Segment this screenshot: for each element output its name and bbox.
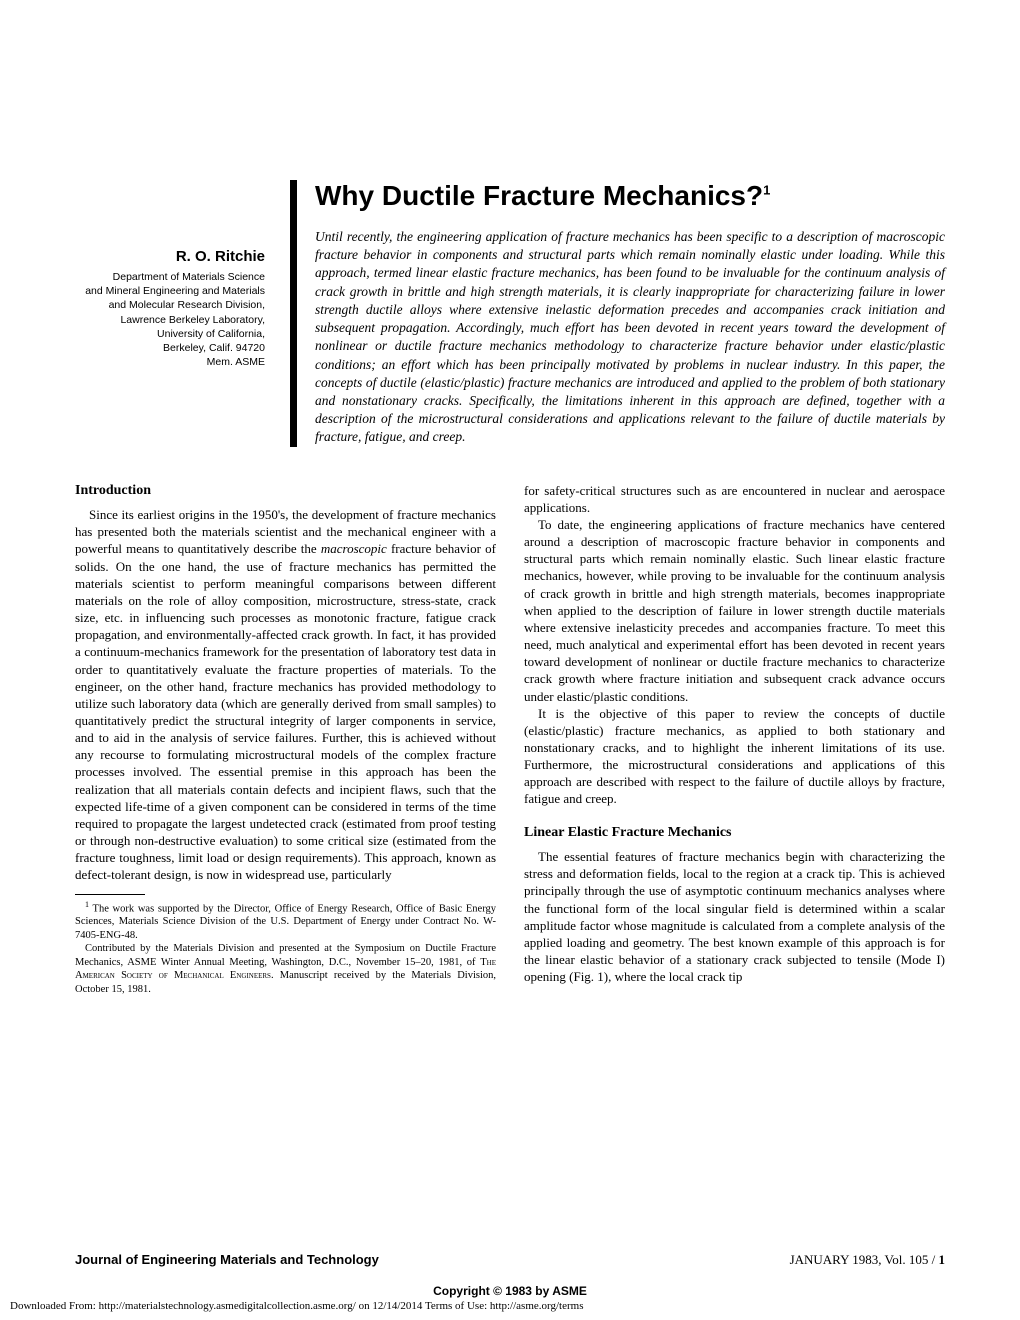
abstract: Until recently, the engineering applicat… — [315, 228, 945, 447]
journal-name: Journal of Engineering Materials and Tec… — [75, 1252, 379, 1268]
title-abstract-block: Why Ductile Fracture Mechanics?1 Until r… — [315, 180, 945, 447]
body-columns: Introduction Since its earliest origins … — [75, 482, 945, 996]
vertical-divider — [290, 180, 297, 447]
title-text: Why Ductile Fracture Mechanics? — [315, 180, 763, 211]
author-name: R. O. Ritchie — [75, 248, 265, 265]
body-paragraph: The essential features of fracture mecha… — [524, 848, 945, 985]
footnote-rule — [75, 894, 145, 895]
copyright-line: Copyright © 1983 by ASME — [0, 1284, 1020, 1298]
section-heading-lefm: Linear Elastic Fracture Mechanics — [524, 824, 945, 842]
issue-info: JANUARY 1983, Vol. 105 / 1 — [790, 1252, 945, 1268]
author-affiliation: Department of Materials Science and Mine… — [75, 270, 265, 369]
right-column: for safety-critical structures such as a… — [524, 482, 945, 996]
footnote: Contributed by the Materials Division an… — [75, 942, 496, 996]
body-paragraph: for safety-critical structures such as a… — [524, 482, 945, 516]
paper-title: Why Ductile Fracture Mechanics?1 — [315, 180, 945, 212]
left-column: Introduction Since its earliest origins … — [75, 482, 496, 996]
header-block: R. O. Ritchie Department of Materials Sc… — [75, 180, 945, 447]
title-footnote-marker: 1 — [763, 183, 770, 198]
footer-bar: Journal of Engineering Materials and Tec… — [75, 1252, 945, 1268]
download-line: Downloaded From: http://materialstechnol… — [10, 1300, 583, 1312]
body-paragraph: It is the objective of this paper to rev… — [524, 705, 945, 808]
body-paragraph: Since its earliest origins in the 1950's… — [75, 506, 496, 883]
footnote: 1 The work was supported by the Director… — [75, 900, 496, 943]
author-block: R. O. Ritchie Department of Materials Sc… — [75, 180, 290, 447]
section-heading-introduction: Introduction — [75, 482, 496, 500]
body-paragraph: To date, the engineering applications of… — [524, 516, 945, 705]
